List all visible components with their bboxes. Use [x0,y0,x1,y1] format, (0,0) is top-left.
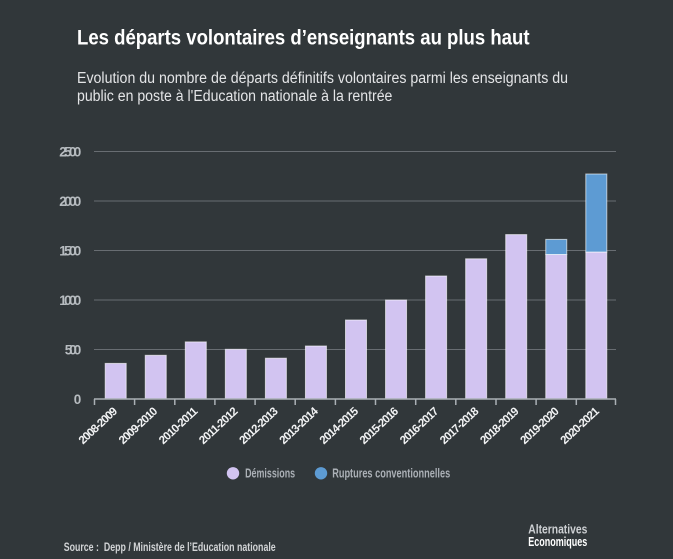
svg-text:2009-2010: 2009-2010 [117,405,160,447]
svg-text:2000: 2000 [59,194,81,209]
svg-text:2015-2016: 2015-2016 [358,405,401,447]
svg-text:2008-2009: 2008-2009 [77,405,120,447]
svg-text:2010-2011: 2010-2011 [157,405,201,447]
svg-text:2012-2013: 2012-2013 [237,405,280,447]
svg-text:Evolution du nombre de départs: Evolution du nombre de départs définitif… [77,70,568,87]
svg-text:2500: 2500 [59,144,81,159]
svg-text:2013-2014: 2013-2014 [278,405,322,447]
svg-text:2014-2015: 2014-2015 [318,405,362,447]
svg-text:Source : Depp / Ministère de: Source : Depp / Ministère de l’Education… [64,542,276,554]
svg-text:public en poste à l'Education: public en poste à l'Education nationale … [77,88,392,105]
svg-text:Démissions: Démissions [245,467,295,481]
svg-text:2018-2019: 2018-2019 [478,405,521,447]
svg-text:2016-2017: 2016-2017 [398,405,441,447]
svg-text:2019-2020: 2019-2020 [518,405,561,447]
svg-text:Ruptures conventionnelles: Ruptures conventionnelles [332,467,450,481]
svg-text:500: 500 [65,342,82,357]
svg-text:0: 0 [74,392,82,407]
svg-text:2017-2018: 2017-2018 [438,405,482,447]
svg-text:Les départs volontaires d’ense: Les départs volontaires d’enseignants au… [77,27,530,50]
svg-text:Economiques: Economiques [528,534,587,549]
svg-text:2020-2021: 2020-2021 [559,405,603,447]
svg-text:1500: 1500 [59,243,81,258]
svg-text:Alternatives: Alternatives [528,521,587,536]
svg-text:2011-2012: 2011-2012 [197,405,240,447]
svg-text:1000: 1000 [59,293,81,308]
